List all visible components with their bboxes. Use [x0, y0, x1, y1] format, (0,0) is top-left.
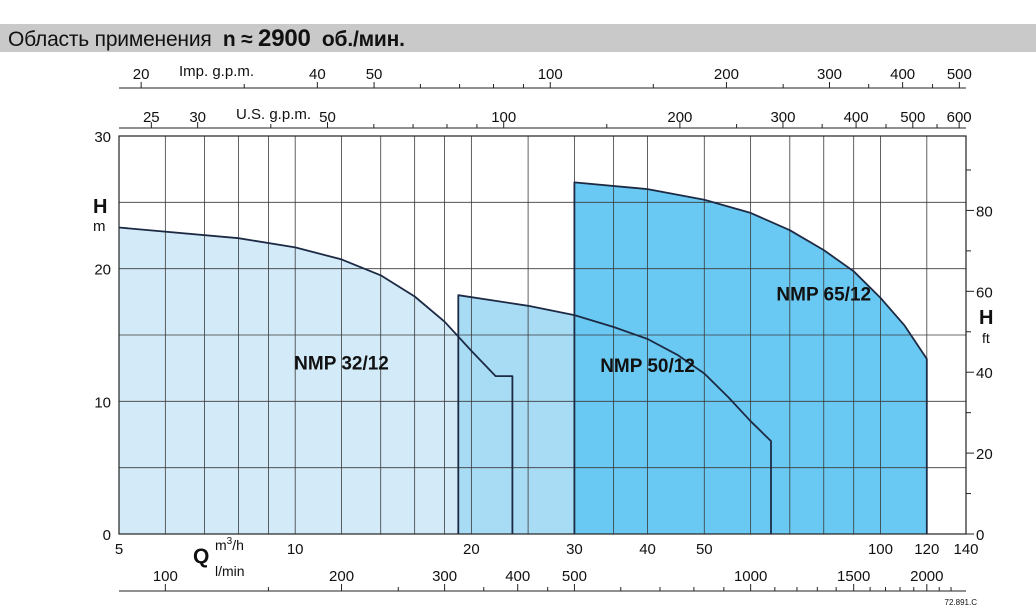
lmin-tick-label: 400	[505, 568, 530, 585]
bottom-axis-tick-label: 120	[914, 541, 939, 558]
bottom-axis-unit: m3/h	[215, 536, 244, 553]
bottom-axis-tick-label: 50	[696, 541, 713, 558]
curve-nmp-65-12	[573, 181, 928, 534]
right-axis-tick-label: 80	[976, 203, 993, 220]
left-axis-tick-label: 10	[94, 394, 111, 411]
title-bar: Область применения n ≈ 2900 об./мин.	[0, 24, 1036, 52]
lmin-axis-unit: l/min	[215, 563, 245, 579]
bottom-axis-tick-label: 140	[953, 541, 978, 558]
lmin-tick-label: 300	[432, 568, 457, 585]
bottom-axis-tick-label: 20	[463, 541, 480, 558]
bottom-axis-tick-label: 30	[566, 541, 583, 558]
lmin-tick-label: 1500	[837, 568, 870, 585]
us-gpm-tick-label: 25	[143, 109, 160, 126]
right-axis-tick-label: 20	[976, 446, 993, 463]
imp-gpm-tick-label: 50	[366, 66, 383, 83]
bottom-axis-tick-label: 40	[639, 541, 656, 558]
lmin-tick-label: 100	[153, 568, 178, 585]
unit-part: /h	[232, 537, 244, 553]
series-label: NMP 65/12	[776, 285, 871, 306]
speed-prefix: n ≈	[222, 28, 253, 51]
us-gpm-tick-label: 50	[319, 109, 336, 126]
us-gpm-tick-label: 200	[667, 109, 692, 126]
bottom-axis-tick-label: 100	[868, 541, 893, 558]
unit-part: m	[215, 537, 227, 553]
lmin-tick-label: 2000	[910, 568, 943, 585]
right-axis-tick-label: 0	[976, 527, 984, 544]
area-nmp-32-12	[119, 227, 513, 534]
left-axis-tick-label: 30	[94, 129, 111, 146]
imp-gpm-tick-label: 20	[133, 66, 150, 83]
left-axis-tick-label: 0	[103, 527, 111, 544]
bottom-axis-title: Q	[193, 545, 209, 568]
bottom-axis-tick-label: 10	[287, 541, 304, 558]
us-gpm-tick-label: 30	[189, 109, 206, 126]
lmin-tick-label: 1000	[734, 568, 767, 585]
imp-gpm-axis-title: Imp. g.p.m.	[179, 63, 254, 80]
axis-labels: NMP 32/12 NMP 50/12 NMP 65/12 0 10 20 30 Hm 0 20 4…	[93, 129, 993, 544]
speed-unit: об./мин.	[321, 28, 405, 51]
series-label: NMP 50/12	[600, 356, 695, 377]
left-axis-tick-label: 20	[94, 262, 111, 279]
imp-gpm-tick-label: 40	[309, 66, 326, 83]
us-gpm-tick-label: 600	[947, 109, 972, 126]
right-axis-tick-label: 60	[976, 284, 993, 301]
bottom-axis-tick-label: 5	[115, 541, 123, 558]
pump-areas	[119, 182, 927, 534]
bottom-axes: 5 10 20 30 40 50 100 120 140 Q m3/h 100 200 300 400 500…	[115, 536, 979, 607]
title-label: Область применения	[8, 28, 212, 51]
page-title: Область применения n ≈ 2900 об./мин.	[8, 25, 405, 53]
left-axis-title: H	[93, 196, 107, 218]
speed-value: 2900	[258, 25, 311, 52]
reference-code: 72.891.C	[945, 598, 978, 607]
us-gpm-tick-label: 100	[491, 109, 516, 126]
series-label: NMP 32/12	[294, 353, 389, 374]
right-axis-title: H	[979, 307, 993, 329]
us-gpm-tick-label: 400	[844, 109, 869, 126]
imp-gpm-tick-label: 500	[947, 66, 972, 83]
curve-nmp-32-12	[118, 226, 514, 534]
left-axis-unit: m	[93, 218, 106, 235]
lmin-tick-label: 500	[562, 568, 587, 585]
imp-gpm-tick-label: 400	[890, 66, 915, 83]
pump-curves	[118, 181, 928, 534]
right-axis-tick-label: 40	[976, 365, 993, 382]
lmin-tick-label: 200	[329, 568, 354, 585]
unit-superscript: 3	[227, 536, 233, 547]
us-gpm-tick-label: 300	[770, 109, 795, 126]
imp-gpm-tick-label: 300	[817, 66, 842, 83]
curve-nmp-50-12	[457, 294, 772, 534]
us-gpm-tick-label: 500	[900, 109, 925, 126]
imp-gpm-tick-label: 100	[538, 66, 563, 83]
top-axes: 20 40 50 100 200 300 400 500 Imp. g.p.m. 25 30 50 10…	[119, 63, 972, 129]
right-axis-unit: ft	[982, 330, 990, 346]
us-gpm-axis-title: U.S. g.p.m.	[236, 106, 311, 123]
imp-gpm-tick-label: 200	[714, 66, 739, 83]
